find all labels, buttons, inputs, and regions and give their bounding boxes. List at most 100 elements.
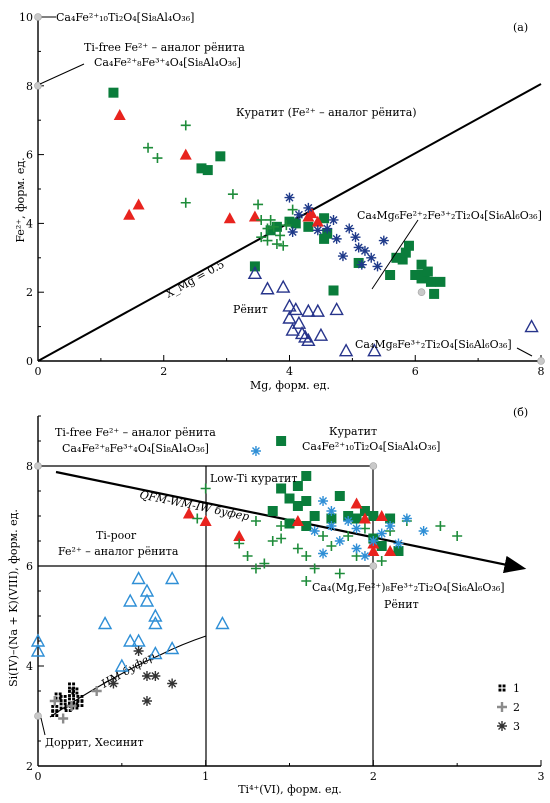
annot-b-ca4mg: Ca₄(Mg,Fe²⁺)₈Fe³⁺₂Ti₂O₄[Si₆Al₆O₃₆] [312, 581, 505, 594]
annot-tifree-2: Ca₄Fe²⁺₈Fe³⁺₄O₄[Si₈Al₄O₃₆] [94, 56, 241, 69]
data-point [97, 616, 113, 630]
data-point [247, 265, 263, 279]
data-point [291, 315, 307, 329]
data-point [313, 327, 329, 341]
data-point [326, 506, 337, 516]
data-point [290, 218, 301, 229]
reference-point [34, 82, 42, 90]
data-point [359, 245, 370, 256]
data-point [123, 593, 138, 607]
data-point [200, 483, 211, 494]
data-point [331, 233, 342, 244]
data-point [452, 531, 463, 541]
panel-a: (а) 0 2 4 6 8 0 2 4 6 8 10 X_Mg = 0.5 Ca₄Fe²⁺₁₀Ti₂… [14, 11, 545, 392]
data-point [422, 266, 433, 277]
data-point [276, 533, 287, 544]
data-point [353, 242, 364, 253]
x-tick-label: 2 [160, 365, 167, 378]
data-point [322, 223, 333, 234]
data-point [139, 593, 155, 607]
data-point [410, 270, 421, 280]
panel-a-points [108, 87, 539, 357]
annot-ca4mg6: Ca₄Mg₆Fe²⁺₂Fe³⁺₂Ti₂O₄[Si₆Al₆O₃₆] [357, 209, 542, 222]
legend-marker-1 [498, 684, 506, 692]
data-point [58, 713, 69, 724]
y-tick-label: 4 [26, 660, 33, 673]
annot-renit-a: Рёнит [233, 303, 268, 316]
series-open-triangle [247, 265, 539, 357]
data-point [376, 541, 387, 551]
data-point [108, 678, 119, 689]
panel-a-reference-points [34, 13, 545, 365]
data-point [301, 332, 316, 347]
data-point [329, 301, 344, 316]
data-point [292, 543, 303, 554]
data-point [234, 538, 245, 549]
data-point [301, 576, 312, 586]
x-tick-label: 0 [35, 365, 42, 378]
data-point [250, 446, 261, 456]
data-point [141, 696, 152, 706]
data-point [359, 523, 370, 534]
annot-b-ca4fe10: Ca₄Fe²⁺₁₀Ti₂O₄[Si₈Al₄O₃₆] [302, 440, 440, 453]
data-point [385, 270, 396, 280]
y-tick-label: 0 [26, 355, 33, 368]
series-filled-triangle [113, 109, 324, 227]
data-point [311, 215, 324, 227]
series-asterisk [250, 446, 429, 561]
x-tick-label: 3 [538, 770, 545, 783]
panel-a-ylabel: Fe²⁺, форм. ед. [14, 157, 27, 242]
data-point [359, 506, 370, 516]
data-point [164, 571, 180, 585]
data-point [91, 686, 102, 696]
data-point [30, 643, 46, 657]
data-point [368, 511, 379, 521]
y-tick-label: 10 [19, 11, 33, 24]
leader-tifree [39, 63, 85, 85]
data-point [326, 513, 337, 524]
panel-b-legend: 1 2 3 [497, 682, 520, 733]
panel-b-reference-points [34, 462, 378, 720]
data-point [343, 531, 354, 541]
data-point [350, 497, 363, 509]
series-asterisk [284, 192, 389, 272]
data-point [215, 616, 230, 630]
x-tick-label: 2 [370, 770, 377, 783]
data-point [131, 571, 146, 585]
data-point [376, 528, 387, 539]
data-point [287, 204, 298, 215]
legend-label-3: 3 [513, 720, 520, 733]
data-point [287, 227, 298, 237]
data-point [343, 516, 354, 526]
annot-b-tifree-1: Ti-free Fe²⁺ – аналог рёнита [55, 426, 216, 439]
data-point [318, 531, 329, 541]
data-point [256, 214, 267, 225]
x-tick-label: 6 [412, 365, 419, 378]
data-point [337, 251, 348, 262]
data-point [319, 233, 330, 244]
data-point [51, 705, 59, 712]
data-point [366, 252, 377, 263]
reference-point [537, 357, 545, 365]
data-point [334, 536, 345, 546]
data-point [132, 198, 145, 210]
annot-b-dorrit: Доррит, Хесинит [45, 736, 144, 749]
data-point [429, 288, 440, 299]
legend-label-2: 2 [513, 701, 520, 714]
panel-a-grid: 0 2 4 6 8 0 2 4 6 8 10 [19, 11, 545, 378]
annot-b-lowti: Low-Ti куратит [210, 472, 297, 485]
x-tick-label: 1 [202, 770, 209, 783]
data-point [256, 232, 267, 243]
y-tick-label: 8 [26, 80, 33, 93]
data-point [284, 216, 295, 227]
data-point [276, 279, 291, 293]
series-plus [143, 120, 298, 251]
data-point [367, 545, 380, 556]
data-point [248, 210, 261, 222]
data-point [148, 616, 163, 630]
data-point [328, 285, 339, 296]
panel-b-grid: 0 1 2 3 2 4 6 8 [26, 415, 545, 783]
data-point [54, 692, 62, 700]
data-point [179, 148, 192, 160]
